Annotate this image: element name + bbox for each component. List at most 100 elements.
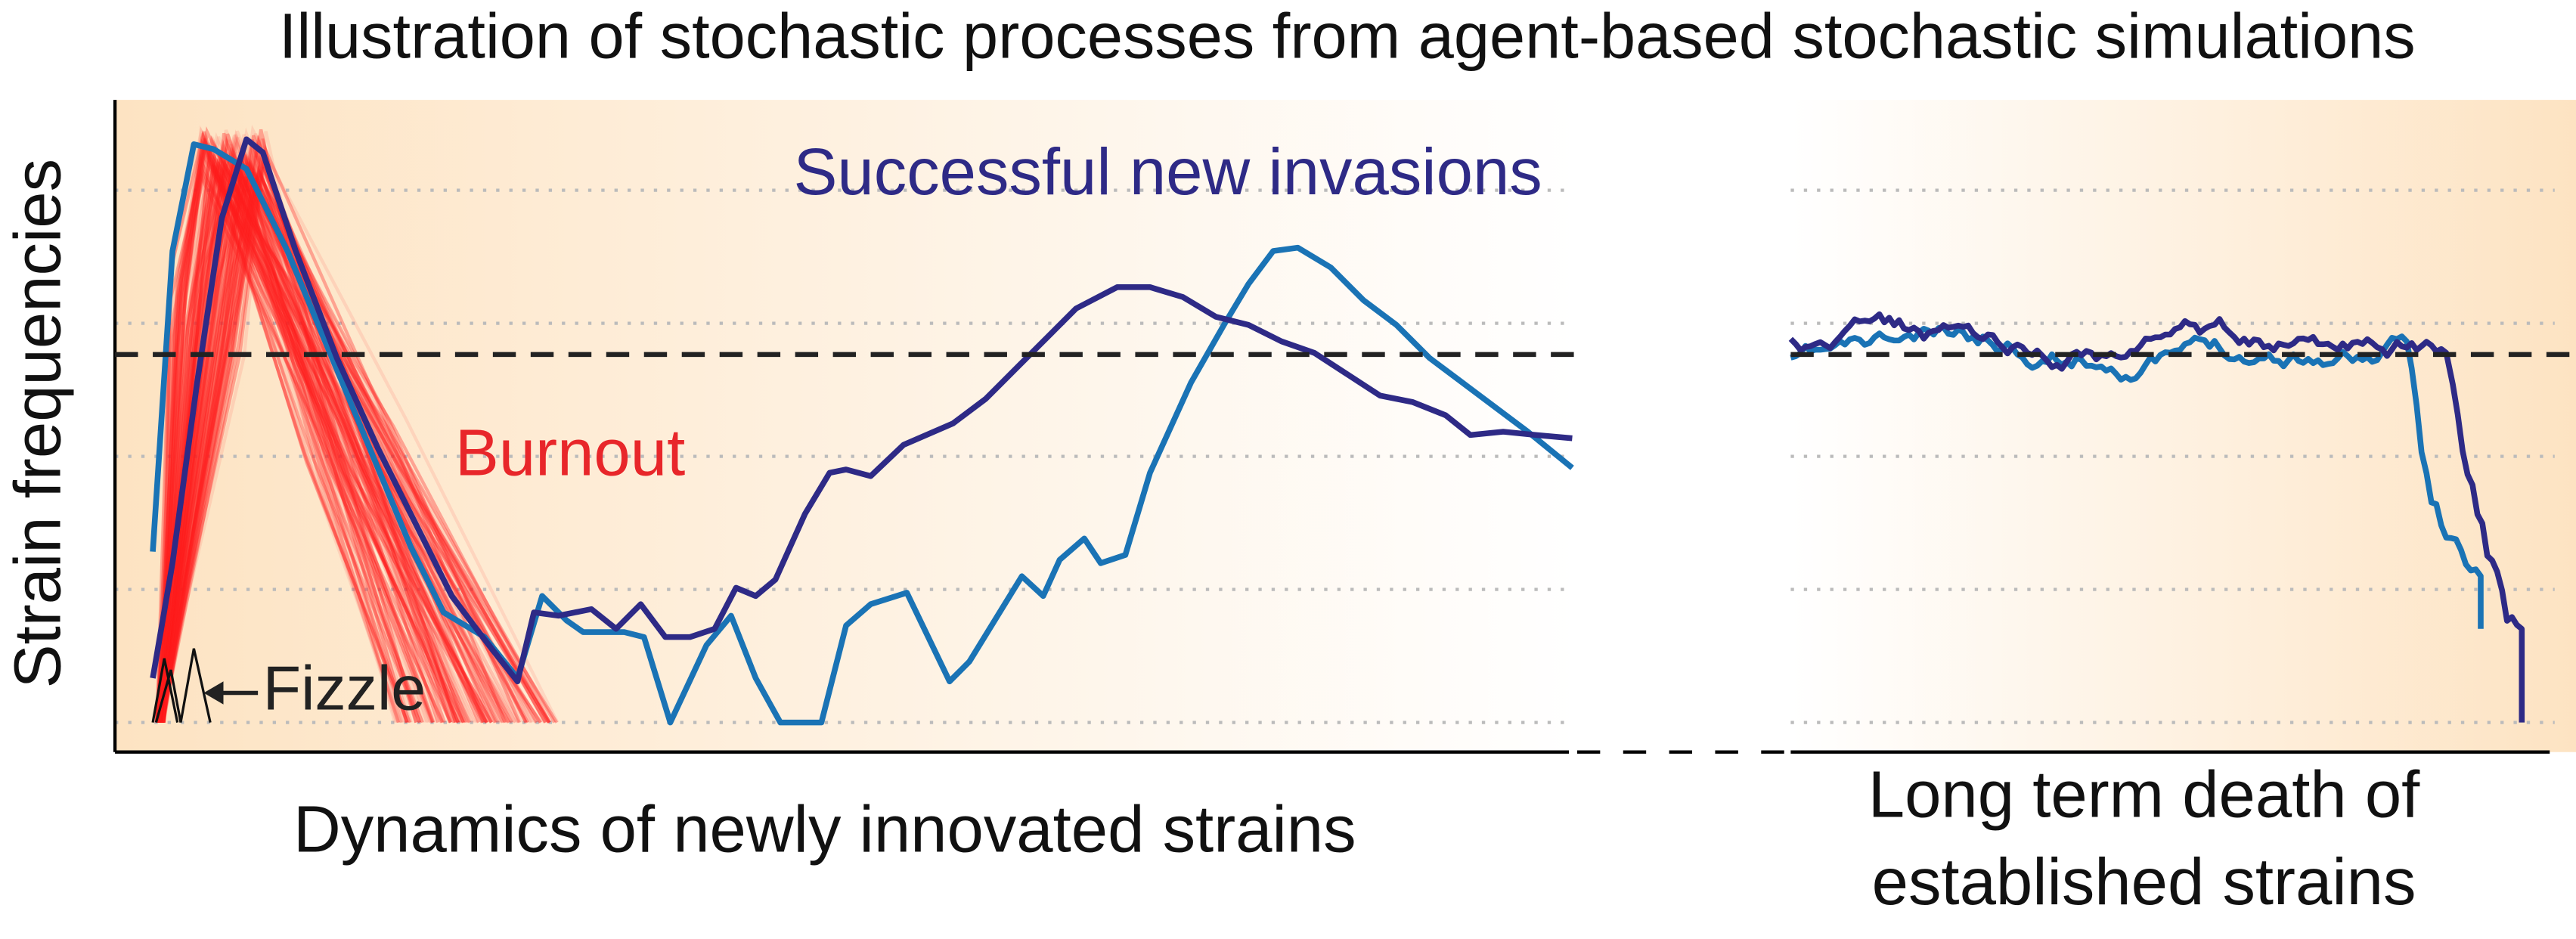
burnout-line — [162, 130, 487, 724]
burnout-line — [160, 134, 400, 724]
burnout-line — [155, 145, 494, 724]
burnout-line — [159, 133, 447, 724]
invasion-line — [150, 136, 1573, 685]
right-panel-bg — [1790, 100, 2576, 752]
burnout-line — [160, 160, 508, 724]
burnout-line — [156, 126, 497, 724]
burnout-line — [157, 155, 397, 724]
burnout-line — [160, 135, 484, 724]
fizzle-line — [151, 658, 179, 723]
burnout-line — [161, 168, 471, 724]
burnout-line — [155, 147, 488, 724]
burnout-line — [162, 138, 402, 724]
burnout-line — [154, 164, 532, 724]
burnout-line — [154, 169, 447, 724]
burnout-line — [158, 168, 551, 724]
left-panel-label: Dynamics of newly innovated strains — [293, 792, 1356, 866]
burnout-label: Burnout — [455, 417, 685, 490]
burnout-line — [160, 153, 434, 724]
burnout-line — [157, 157, 467, 724]
burnout-line — [161, 155, 517, 724]
burnout-line — [156, 138, 418, 724]
burnout-line — [160, 141, 429, 724]
burnout-line — [154, 159, 526, 724]
burnout-line — [157, 168, 457, 724]
burnout-line — [157, 129, 461, 724]
burnout-line — [157, 135, 432, 724]
burnout-line — [154, 155, 547, 724]
burnout-line — [155, 164, 556, 724]
invasion-line — [150, 141, 1574, 726]
burnout-line — [156, 168, 547, 724]
burnout-line — [157, 156, 432, 724]
burnout-line — [161, 152, 503, 724]
burnout-line — [162, 133, 435, 724]
burnout-line — [160, 131, 411, 724]
burnout-line — [155, 130, 409, 724]
successful-label: Successful new invasions — [793, 135, 1542, 209]
burnout-line — [161, 169, 514, 724]
burnout-line — [160, 135, 552, 724]
established-line — [1790, 324, 2484, 629]
burnout-line — [161, 158, 401, 724]
right-panel-label: established strains — [1872, 845, 2416, 919]
title: Illustration of stochastic processes fro… — [279, 0, 2416, 71]
burnout-line — [157, 131, 413, 724]
burnout-line — [160, 164, 493, 724]
burnout-line — [157, 150, 477, 724]
burnout-line — [161, 135, 457, 724]
burnout-line — [157, 135, 470, 724]
burnout-line — [162, 135, 480, 724]
burnout-line — [159, 137, 479, 724]
fizzle-label: Fizzle — [263, 653, 426, 723]
burnout-line — [155, 127, 464, 724]
burnout-line — [155, 150, 498, 724]
fizzle-line — [179, 648, 212, 723]
burnout-line — [159, 146, 507, 724]
burnout-line — [160, 144, 538, 724]
burnout-line — [161, 144, 438, 724]
burnout-line — [160, 177, 447, 724]
burnout-line — [160, 163, 451, 724]
burnout-line — [160, 172, 404, 724]
burnout-line — [160, 163, 404, 724]
burnout-line — [160, 138, 463, 724]
trajectories — [150, 136, 2525, 726]
y-axis-label: Strain frequencies — [1, 159, 74, 688]
burnout-line — [157, 135, 470, 724]
burnout-line — [157, 132, 457, 724]
burnout-line — [161, 137, 550, 724]
burnout-line — [158, 159, 513, 724]
burnout-line — [159, 161, 410, 724]
burnout-line — [160, 144, 507, 724]
burnout-line — [157, 166, 469, 724]
burnout-line — [155, 142, 446, 724]
burnout-line — [156, 169, 444, 724]
burnout-line — [158, 137, 488, 724]
burnout-line — [156, 161, 520, 724]
fizzle-line — [154, 669, 182, 724]
burnout-line — [160, 176, 401, 724]
burnout-line — [154, 158, 473, 724]
burnout-line — [156, 134, 424, 724]
established-line — [1788, 311, 2525, 723]
burnout-line — [155, 152, 424, 724]
burnout-line — [160, 147, 489, 724]
burnout-line — [156, 166, 465, 724]
burnout-line — [156, 153, 528, 724]
burnout-line — [157, 129, 418, 724]
burnout-line — [155, 137, 430, 724]
burnout-line — [154, 132, 413, 724]
burnout-line — [159, 151, 460, 724]
grid — [115, 188, 2555, 724]
burnout-line — [160, 139, 436, 724]
burnout-line — [162, 125, 510, 724]
burnout-line — [160, 164, 530, 724]
burnout-line — [156, 124, 560, 724]
burnout-line — [159, 161, 510, 724]
fizzle-arrowhead — [203, 681, 224, 705]
burnout-line — [160, 172, 528, 724]
right-panel-label: Long term death of — [1868, 758, 2420, 832]
burnout-line — [154, 157, 543, 724]
